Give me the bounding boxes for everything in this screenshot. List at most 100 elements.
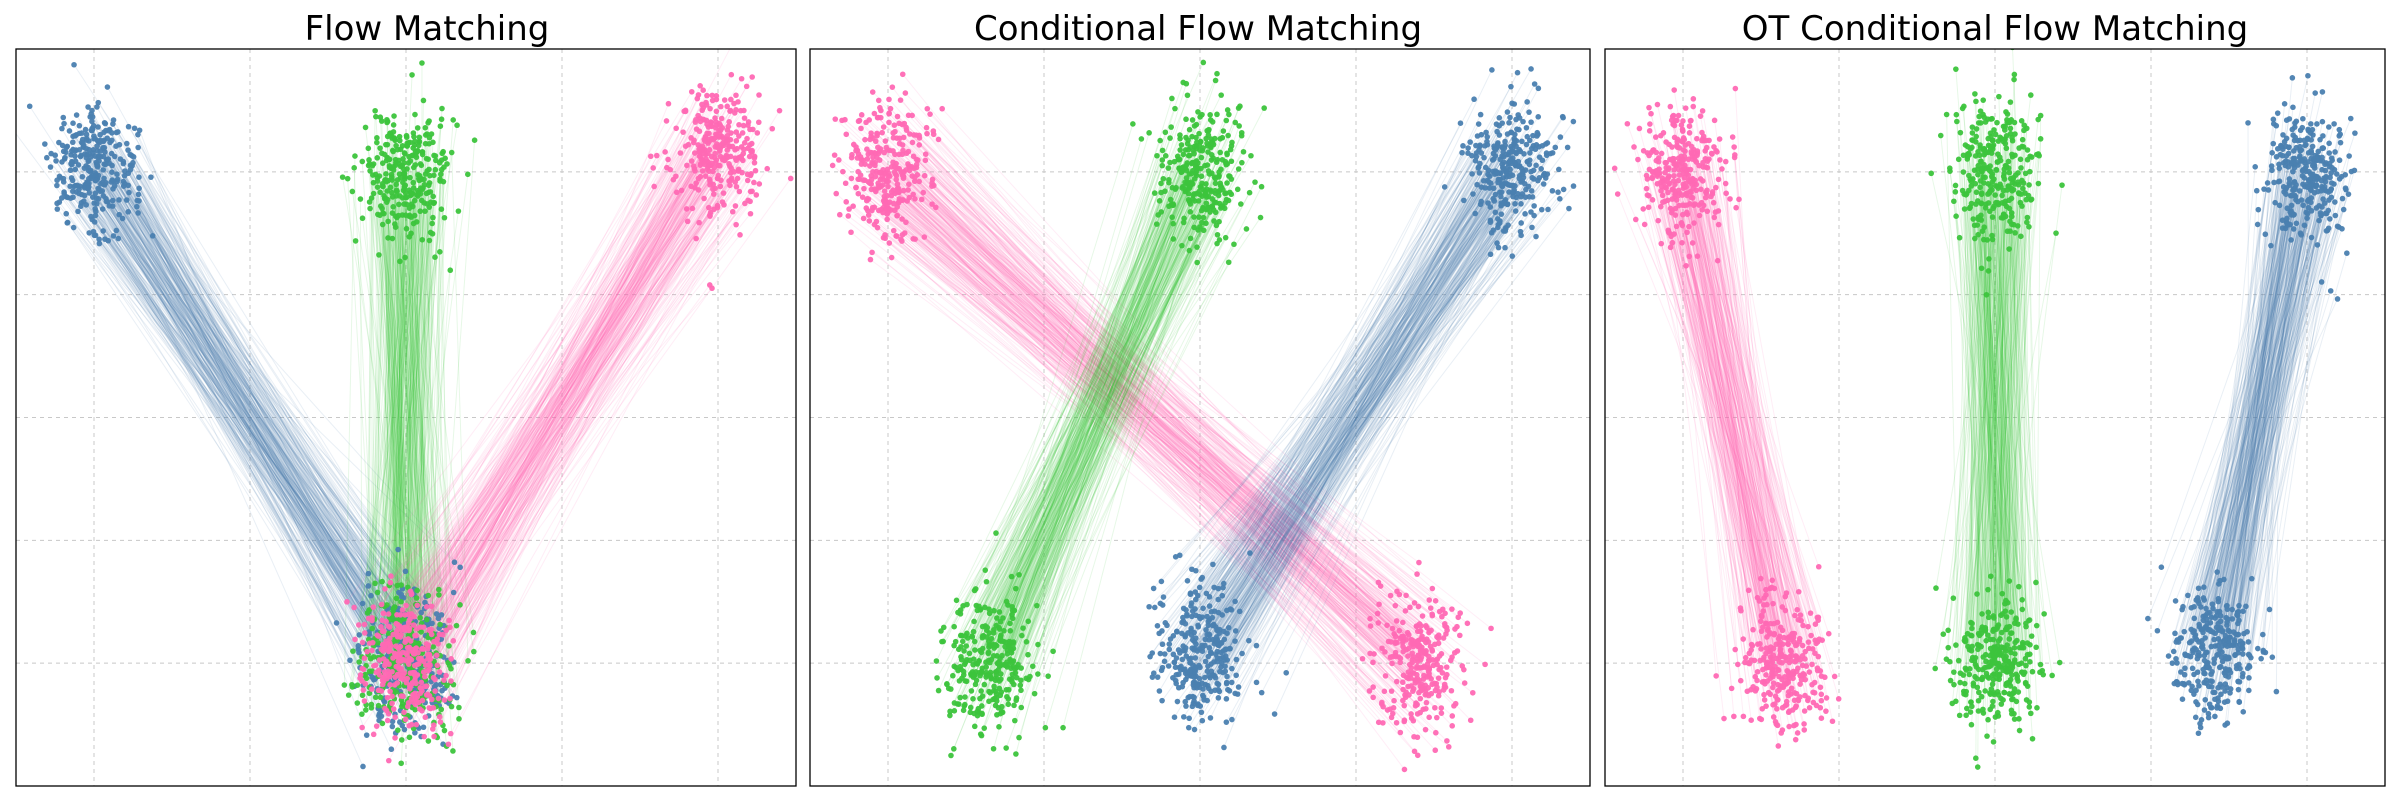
source-point (651, 183, 657, 190)
target-point (983, 664, 990, 670)
target-point (359, 639, 366, 646)
target-point (934, 675, 940, 681)
target-point (447, 730, 454, 737)
flow-line (401, 149, 700, 670)
target-point (1436, 653, 1443, 659)
flow-line (387, 162, 717, 644)
target-point (1426, 597, 1433, 603)
source-point (395, 157, 402, 164)
flow-line (1183, 163, 1513, 609)
flow-line (101, 190, 445, 658)
flow-line (883, 237, 1424, 710)
source-point (411, 212, 418, 219)
flow-line (420, 178, 792, 694)
flow-line (69, 185, 416, 673)
flow-line (421, 145, 730, 712)
flow-line (953, 194, 1201, 627)
source-point (1502, 244, 1508, 251)
target-point (1438, 705, 1445, 711)
flow-line (971, 159, 1163, 638)
source-point (693, 235, 699, 242)
flow-line (965, 203, 1242, 663)
flow-line (60, 177, 382, 651)
flow-line (370, 158, 428, 659)
flow-line (407, 174, 469, 643)
flow-line (1285, 165, 1517, 673)
source-point (903, 124, 909, 131)
flow-line (869, 220, 1463, 667)
source-point (85, 104, 91, 110)
flow-line (963, 138, 1212, 672)
source-point (717, 183, 724, 190)
flow-line (405, 143, 427, 654)
flow-line (116, 181, 360, 636)
flow-line (1206, 242, 1498, 701)
source-point (134, 197, 141, 204)
flow-line (1217, 122, 1510, 659)
source-point (887, 105, 894, 112)
flow-line (1201, 147, 1469, 646)
target-point (396, 589, 402, 596)
flow-line (74, 135, 382, 649)
flow-line (990, 196, 1209, 679)
flow-line (450, 167, 715, 660)
panel-2: Conditional Flow Matching (809, 9, 1591, 787)
flow-line (974, 143, 1208, 642)
source-point (60, 114, 67, 121)
flow-line (415, 191, 740, 636)
flow-line (1190, 177, 1524, 607)
flow-line (1011, 229, 1199, 675)
flow-line (948, 183, 1203, 689)
flow-line (390, 168, 412, 660)
source-point (386, 156, 393, 162)
source-point (1205, 204, 1211, 211)
source-point (385, 218, 391, 225)
source-point (935, 136, 942, 143)
target-point (1018, 687, 1024, 694)
flow-line (382, 153, 709, 645)
flow-line (412, 148, 420, 631)
source-point (832, 116, 839, 122)
flow-line (1012, 185, 1191, 667)
source-point (120, 158, 127, 165)
target-point (399, 701, 406, 707)
source-point (865, 179, 872, 185)
flow-line (1216, 131, 1498, 652)
source-point (755, 119, 762, 126)
flow-line (867, 198, 1422, 627)
flow-line (361, 157, 740, 728)
source-point (1169, 95, 1175, 102)
flow-line (368, 174, 392, 610)
target-point (457, 602, 463, 608)
flow-line (867, 210, 1412, 719)
flow-line (364, 144, 722, 659)
target-point (395, 645, 402, 652)
source-point (47, 164, 54, 170)
source-point (410, 185, 417, 191)
flow-line (98, 160, 455, 663)
flow-line (978, 157, 1202, 713)
flow-line (996, 203, 1221, 646)
target-point (437, 621, 443, 628)
flow-line (393, 163, 702, 710)
flow-line (86, 139, 386, 661)
source-point (81, 192, 88, 199)
target-point (410, 622, 417, 628)
flow-line (1238, 178, 1535, 688)
source-point (83, 202, 90, 208)
flow-line (74, 155, 407, 660)
flow-line (100, 183, 426, 636)
flow-line (1003, 193, 1207, 631)
target-point (366, 690, 373, 697)
flow-line (1161, 203, 1522, 701)
target-point (446, 617, 452, 624)
flow-line (845, 182, 1419, 683)
flow-line (422, 180, 749, 701)
source-point (135, 144, 141, 151)
flow-line (1211, 196, 1533, 613)
flow-line (999, 98, 1173, 663)
target-point (940, 624, 947, 631)
target-point (378, 601, 385, 608)
flow-line (99, 134, 424, 698)
target-point (432, 688, 438, 694)
